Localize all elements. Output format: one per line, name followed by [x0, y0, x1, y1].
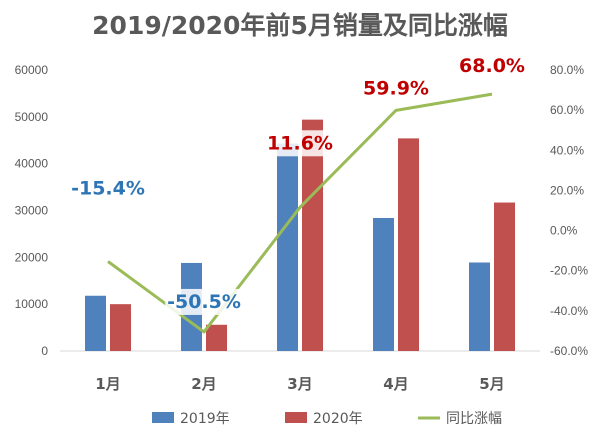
x-category-label: 5月 [479, 375, 504, 393]
legend-label: 2020年 [313, 411, 363, 427]
y-left-tick-label: 50000 [15, 110, 49, 124]
data-label: -50.5% [167, 291, 241, 313]
y-right-tick-label: -40.0% [550, 304, 588, 318]
y-right-tick-label: 40.0% [550, 143, 584, 157]
x-category-label: 1月 [95, 375, 120, 393]
y-left-tick-label: 10000 [15, 297, 49, 311]
bar-2020年 [302, 119, 323, 351]
x-category-label: 2月 [191, 375, 216, 393]
data-label: 11.6% [267, 132, 333, 154]
legend-swatch-2019年 [152, 412, 174, 423]
y-left-tick-label: 0 [41, 344, 48, 358]
y-right-tick-label: 20.0% [550, 183, 584, 197]
data-label-background [363, 75, 429, 102]
data-label-background [267, 130, 333, 157]
data-label-background [69, 175, 147, 202]
y-left-tick-label: 60000 [15, 63, 49, 77]
data-label: -15.4% [71, 177, 145, 199]
y-left-tick-label: 20000 [15, 250, 49, 264]
y-right-tick-label: 80.0% [550, 63, 584, 77]
chart-title: 2019/2020年前5月销量及同比涨幅 [92, 11, 508, 40]
bar-2019年 [373, 217, 394, 351]
y-right-tick-label: -20.0% [550, 264, 588, 278]
x-category-label: 4月 [383, 375, 408, 393]
bar-2020年 [110, 304, 131, 351]
y-left-tick-label: 30000 [15, 204, 49, 218]
legend-swatch-2020年 [285, 412, 307, 423]
y-right-tick-label: 0.0% [550, 224, 578, 238]
bar-2020年 [494, 202, 515, 351]
y-right-tick-label: 60.0% [550, 103, 584, 117]
x-category-label: 3月 [287, 375, 312, 393]
data-label: 68.0% [459, 55, 525, 77]
bar-2019年 [277, 143, 298, 351]
legend-label: 同比涨幅 [446, 411, 502, 427]
bar-2020年 [206, 324, 227, 351]
data-label: 59.9% [363, 77, 429, 99]
legend-label: 2019年 [180, 411, 230, 427]
data-label-background [165, 288, 243, 315]
bar-2020年 [398, 138, 419, 351]
bar-2019年 [469, 262, 490, 351]
data-label-background [459, 53, 525, 80]
y-left-tick-label: 40000 [15, 157, 49, 171]
bar-2019年 [85, 295, 106, 351]
y-right-tick-label: -60.0% [550, 344, 588, 358]
